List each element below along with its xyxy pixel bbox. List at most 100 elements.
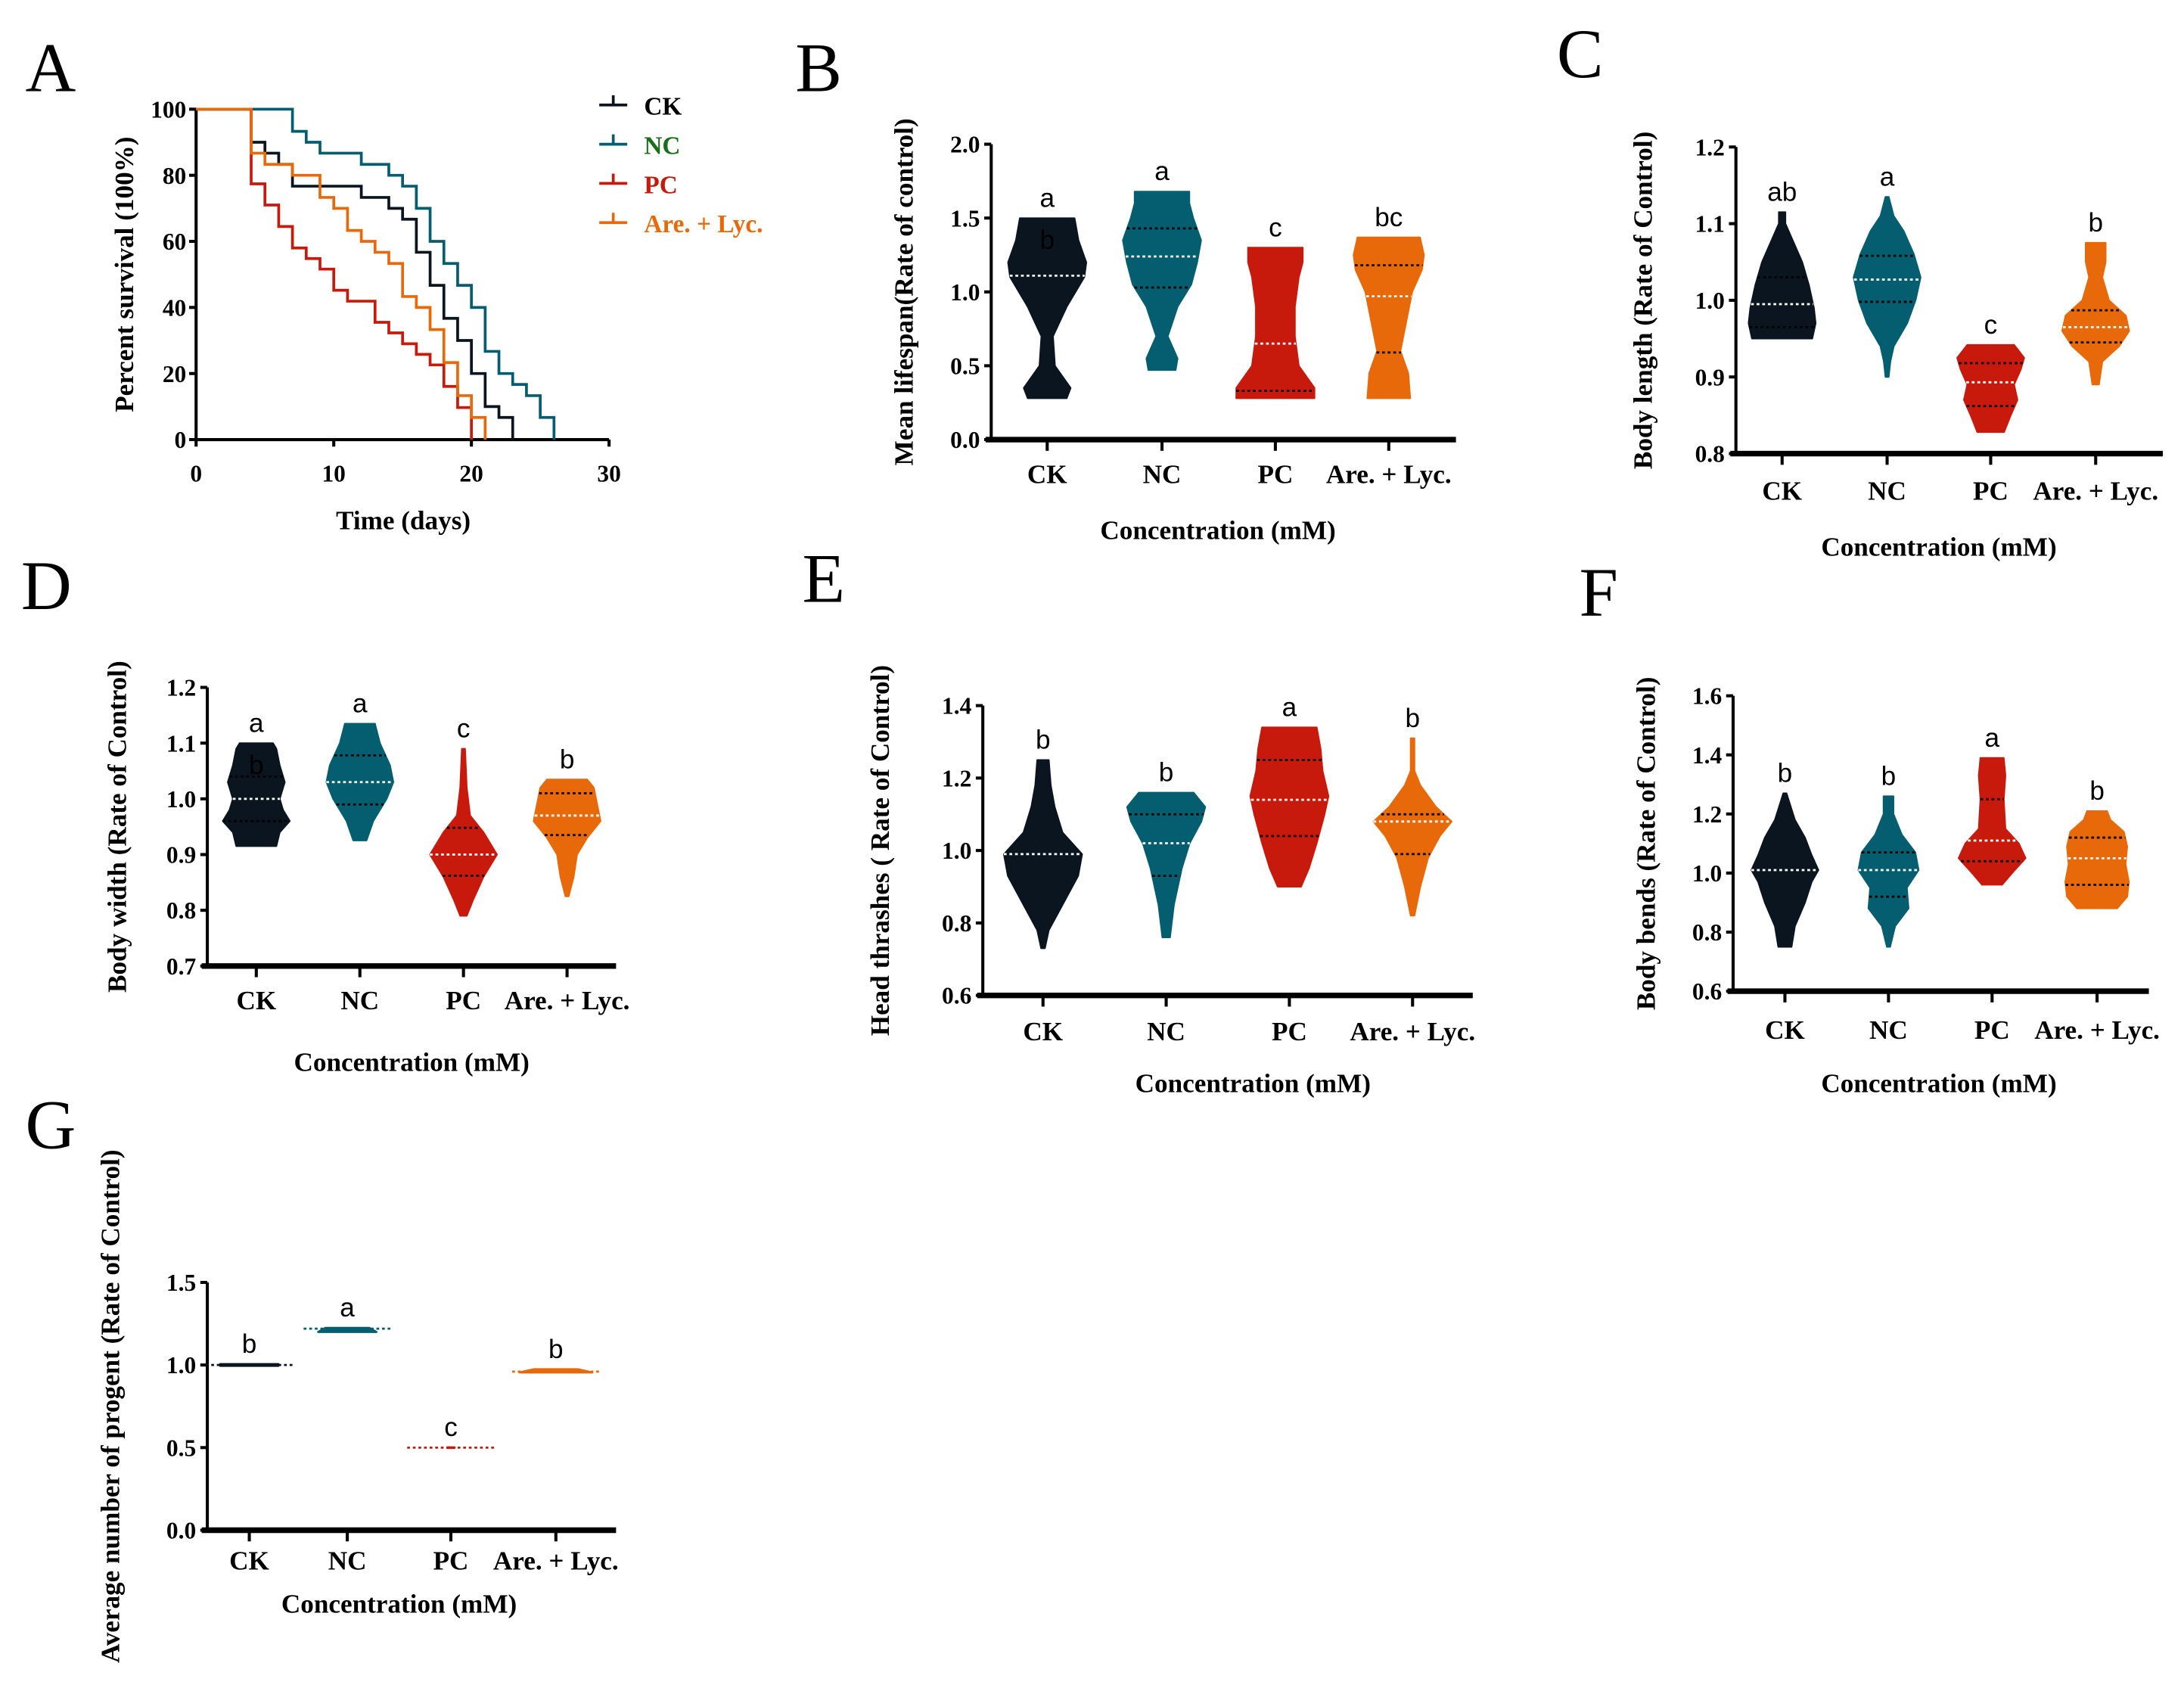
significance-letter: b [2088,208,2103,238]
significance-letter: b [1159,758,1174,788]
y-tick-label: 1.1 [166,730,196,757]
y-axis-title: Body bends (Rate of Control) [1631,677,1661,1011]
violin-nc [1857,795,1920,948]
y-tick-label: 60 [163,228,186,255]
panel-label: G [25,1086,76,1164]
y-tick-label: 0.9 [166,842,196,869]
panel-label: D [21,548,72,625]
y-tick-label: 1.2 [1692,801,1722,828]
y-tick-label: 1.0 [166,786,196,813]
x-axis-title: Concentration (mM) [1821,533,2056,562]
y-axis-title: Body length (Rate of Control) [1629,132,1658,469]
y-tick-label: 0.8 [166,897,196,924]
significance-letter: b [2089,776,2105,806]
y-tick-label: 0.0 [950,427,980,453]
significance-letter: b [1405,704,1420,733]
panel-d: D 0.7 0.8 0.9 1.0 1.1 1.2 Concentration (mM) Bod… [21,548,630,1077]
y-tick-label: 1.1 [1695,211,1725,238]
x-tick-label: 20 [459,461,483,487]
y-tick-label: 1.2 [166,675,196,701]
x-tick-label: Are. + Lyc. [1326,459,1452,489]
legend-marker [599,134,628,146]
significance-letter: a [1040,183,1055,213]
x-tick-label: NC [328,1546,367,1575]
y-tick-label: 1.2 [1695,134,1725,160]
x-tick-label: CK [1762,477,1802,506]
significance-letter: b [560,744,575,774]
y-tick-label: 1.0 [166,1352,196,1379]
significance-letter: bc [1375,203,1403,232]
significance-letter: a [1154,157,1170,186]
y-tick-label: 0.7 [166,953,196,980]
violin-pc [1957,757,2027,886]
y-tick-label: 1.4 [942,693,972,720]
survival-line-pc [196,107,474,440]
y-tick-label: 100 [151,96,186,123]
y-tick-label: 0.6 [942,983,971,1009]
violin-nc [1122,191,1202,371]
legend-marker [599,213,628,225]
y-tick-label: 20 [163,361,186,387]
violin-pc [1249,726,1330,887]
y-tick-label: 0.8 [942,910,971,937]
y-axis-title: Percent survival (100%) [110,137,139,412]
y-tick-label: 1.0 [1695,288,1725,314]
x-tick-label: Are. + Lyc. [1350,1017,1475,1046]
significance-letter: b [548,1335,564,1364]
x-tick-label: PC [1257,459,1293,489]
y-axis-title: Average number of progent (Rate of Contr… [95,1149,125,1663]
violin-arelyc [1372,737,1452,917]
significance-letter: a [340,1293,355,1323]
significance-letter: c [444,1413,458,1442]
significance-letter-inner: b [249,751,264,780]
x-tick-label: Are. + Lyc. [2033,477,2158,506]
violin-nc [1126,791,1207,938]
y-tick-label: 40 [163,294,186,321]
y-tick-label: 1.5 [166,1270,196,1296]
x-axis-title: Concentration (mM) [1100,515,1335,545]
x-axis-title: Concentration (mM) [1821,1068,2056,1098]
survival-line-ck [196,107,514,440]
y-tick-label: 1.0 [950,279,980,306]
panel-f: F 0.6 0.8 1.0 1.2 1.4 1.6 Concentration (mM) Bod… [1579,555,2160,1098]
x-tick-label: Are. + Lyc. [493,1546,619,1575]
y-tick-label: 1.5 [950,205,980,232]
y-tick-label: 0.8 [1695,441,1725,468]
significance-letter: a [1985,723,2000,753]
legend-marker [599,95,628,107]
significance-letter: b [1778,759,1793,788]
violin-arelyc [2061,241,2130,386]
x-tick-label: NC [1869,1015,1908,1045]
y-tick-label: 0.5 [950,353,980,380]
x-tick-label: NC [1868,477,1906,506]
panel-b: B 0.0 0.5 1.0 1.5 2.0 Concentration (mM) Mean l… [795,30,1456,545]
legend-marker [599,173,628,185]
y-tick-label: 0 [175,427,187,453]
violin-arelyc [533,779,601,897]
significance-letter: a [249,708,264,738]
x-axis-title: Concentration (mM) [281,1590,517,1619]
y-tick-label: 1.4 [1692,742,1723,769]
significance-letter-inner: b [1040,225,1055,255]
panel-label: A [25,30,76,107]
panel-label: F [1579,555,1617,632]
legend-label: CK [644,93,682,121]
panel-e: E 0.6 0.8 1.0 1.2 1.4 Concentration (mM) Head t… [802,541,1475,1099]
violin-arelyc [1353,236,1425,399]
y-tick-label: 80 [163,163,186,189]
violin-ck [1748,211,1817,340]
x-tick-label: PC [433,1546,469,1575]
panel-label: B [795,30,842,107]
x-tick-label: NC [340,986,379,1015]
x-tick-label: 10 [322,461,345,487]
x-tick-label: PC [1974,1015,2010,1045]
y-axis-title: Mean lifespan(Rate of control) [890,118,919,465]
violin-pc [1956,343,2025,434]
x-tick-label: CK [236,986,276,1015]
significance-letter: c [1269,213,1282,242]
x-tick-label: CK [1023,1017,1063,1046]
legend-label: PC [644,171,677,199]
significance-letter: c [1984,310,1998,340]
x-tick-label: CK [1027,459,1067,489]
